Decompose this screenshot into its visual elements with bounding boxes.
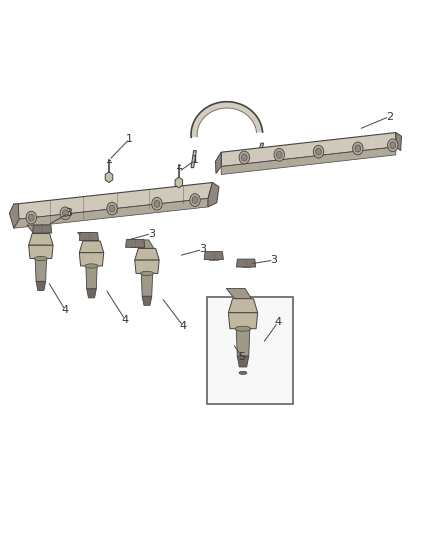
- Polygon shape: [221, 147, 396, 174]
- Polygon shape: [142, 296, 152, 305]
- Circle shape: [276, 151, 282, 158]
- Text: 3: 3: [270, 255, 277, 265]
- Polygon shape: [228, 313, 258, 329]
- Circle shape: [152, 197, 162, 210]
- Polygon shape: [237, 259, 256, 267]
- Text: 2: 2: [386, 111, 393, 122]
- Polygon shape: [87, 289, 96, 298]
- Text: 4: 4: [122, 314, 129, 325]
- Circle shape: [355, 145, 361, 152]
- Polygon shape: [14, 182, 212, 220]
- Circle shape: [190, 193, 200, 206]
- Polygon shape: [236, 329, 250, 356]
- Polygon shape: [79, 232, 99, 240]
- Text: 3: 3: [65, 208, 72, 219]
- Polygon shape: [27, 225, 48, 233]
- Ellipse shape: [239, 371, 247, 374]
- Polygon shape: [258, 143, 264, 154]
- Polygon shape: [133, 240, 154, 248]
- Polygon shape: [32, 225, 52, 233]
- Polygon shape: [215, 152, 221, 173]
- Polygon shape: [10, 204, 19, 228]
- Polygon shape: [208, 182, 219, 207]
- Circle shape: [26, 211, 36, 224]
- Bar: [207, 297, 293, 403]
- Circle shape: [107, 202, 117, 215]
- Circle shape: [388, 139, 398, 152]
- Circle shape: [63, 210, 68, 217]
- Polygon shape: [135, 260, 159, 273]
- Circle shape: [239, 151, 250, 164]
- Polygon shape: [86, 266, 97, 289]
- Circle shape: [353, 142, 363, 155]
- Polygon shape: [79, 241, 104, 253]
- Circle shape: [192, 197, 198, 204]
- Ellipse shape: [235, 326, 251, 331]
- Circle shape: [154, 200, 160, 207]
- Text: 4: 4: [180, 321, 187, 331]
- Circle shape: [109, 205, 115, 212]
- Polygon shape: [36, 281, 46, 290]
- Polygon shape: [175, 177, 183, 188]
- Polygon shape: [141, 273, 152, 296]
- Polygon shape: [126, 239, 145, 247]
- Circle shape: [313, 146, 324, 158]
- Polygon shape: [78, 232, 99, 241]
- Text: 1: 1: [191, 155, 198, 165]
- Circle shape: [316, 148, 321, 155]
- Polygon shape: [14, 198, 208, 228]
- Polygon shape: [35, 259, 46, 281]
- Text: 4: 4: [62, 305, 69, 315]
- Circle shape: [28, 214, 34, 221]
- Polygon shape: [105, 172, 113, 182]
- Polygon shape: [237, 356, 249, 367]
- Polygon shape: [396, 133, 402, 151]
- Ellipse shape: [34, 256, 47, 261]
- Polygon shape: [191, 151, 196, 167]
- Polygon shape: [226, 288, 251, 298]
- Circle shape: [390, 142, 396, 149]
- Text: 3: 3: [199, 245, 206, 254]
- Circle shape: [60, 207, 71, 220]
- Polygon shape: [204, 252, 223, 260]
- Ellipse shape: [141, 271, 153, 276]
- Polygon shape: [228, 298, 258, 313]
- Circle shape: [274, 149, 285, 161]
- Polygon shape: [221, 133, 396, 166]
- Circle shape: [241, 154, 247, 161]
- Polygon shape: [79, 253, 104, 266]
- Text: 4: 4: [274, 317, 282, 327]
- Text: 1: 1: [126, 134, 133, 144]
- Text: 5: 5: [238, 352, 245, 362]
- Polygon shape: [191, 102, 262, 138]
- Text: 3: 3: [148, 229, 155, 239]
- Polygon shape: [28, 245, 53, 259]
- Ellipse shape: [85, 264, 98, 268]
- Polygon shape: [28, 233, 53, 245]
- Polygon shape: [135, 248, 159, 260]
